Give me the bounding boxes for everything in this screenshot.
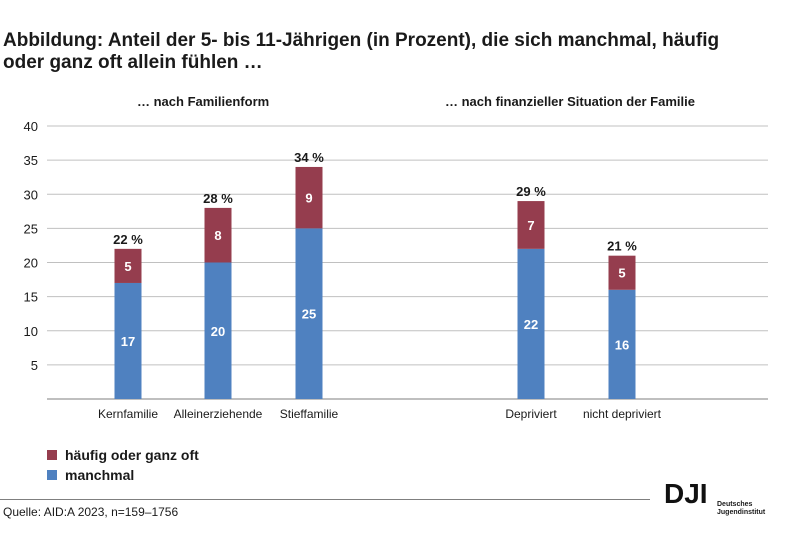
x-tick-label-2: Stieffamilie (280, 407, 339, 421)
bar-manchmal-3 (517, 248, 545, 399)
bar-manchmal-2 (295, 228, 323, 399)
legend: häufig oder ganz oft manchmal (47, 445, 199, 485)
x-tick-label-0: Kernfamilie (98, 407, 158, 421)
value-label-haeufig-0: 5 (124, 259, 131, 274)
chart-title: Abbildung: Anteil der 5- bis 11-Jährigen… (3, 30, 720, 73)
legend-item-manchmal: manchmal (47, 465, 199, 485)
y-tick-label-5: 5 (31, 358, 38, 373)
y-tick-label-25: 25 (24, 221, 38, 236)
x-tick-label-4: nicht depriviert (583, 407, 662, 421)
bar-manchmal-1 (204, 262, 232, 399)
value-label-haeufig-3: 7 (527, 218, 534, 233)
legend-label-haeufig: häufig oder ganz oft (65, 447, 199, 463)
total-label-4: 21 % (607, 239, 637, 254)
dji-logo-letters: DJI (664, 478, 708, 508)
total-label-0: 22 % (113, 232, 143, 247)
total-label-3: 29 % (516, 184, 546, 199)
value-label-manchmal-4: 16 (615, 337, 629, 352)
legend-swatch-manchmal (47, 470, 57, 480)
x-tick-label-1: Alleinerziehende (174, 407, 263, 421)
legend-label-manchmal: manchmal (65, 467, 135, 483)
dji-logo-line1: Deutsches (717, 501, 753, 508)
value-label-manchmal-1: 20 (211, 324, 225, 339)
total-label-1: 28 % (203, 191, 233, 206)
bar-haeufig-4 (608, 255, 636, 290)
value-label-haeufig-4: 5 (618, 266, 625, 281)
y-tick-label-10: 10 (24, 324, 38, 339)
legend-item-haeufig: häufig oder ganz oft (47, 445, 199, 465)
x-tick-label-3: Depriviert (505, 407, 557, 421)
value-label-manchmal-2: 25 (302, 307, 316, 322)
source-note: Quelle: AID:A 2023, n=159–1756 (3, 505, 179, 519)
y-tick-label-40: 40 (24, 119, 38, 134)
y-tick-label-35: 35 (24, 153, 38, 168)
y-tick-label-15: 15 (24, 290, 38, 305)
bar-manchmal-4 (608, 289, 636, 399)
subtitle-left: … nach Familienform (137, 94, 270, 109)
y-tick-label-20: 20 (24, 256, 38, 271)
dji-logo: DJI (664, 478, 708, 508)
value-label-manchmal-3: 22 (524, 317, 538, 332)
value-label-manchmal-0: 17 (121, 334, 135, 349)
bar-haeufig-0 (114, 248, 142, 283)
total-label-2: 34 % (294, 150, 324, 165)
bar-haeufig-2 (295, 166, 323, 229)
legend-swatch-haeufig (47, 450, 57, 460)
bar-haeufig-3 (517, 201, 545, 249)
dji-logo-text: Deutsches Jugendinstitut (717, 501, 765, 517)
footer-divider (0, 499, 650, 500)
bar-haeufig-1 (204, 207, 232, 263)
subtitle-right: … nach finanzieller Situation der Famili… (445, 94, 695, 109)
value-label-haeufig-2: 9 (305, 191, 312, 206)
value-label-haeufig-1: 8 (214, 228, 221, 243)
dji-logo-line2: Jugendinstitut (717, 509, 766, 516)
y-tick-label-30: 30 (24, 187, 38, 202)
bar-manchmal-0 (114, 282, 142, 399)
